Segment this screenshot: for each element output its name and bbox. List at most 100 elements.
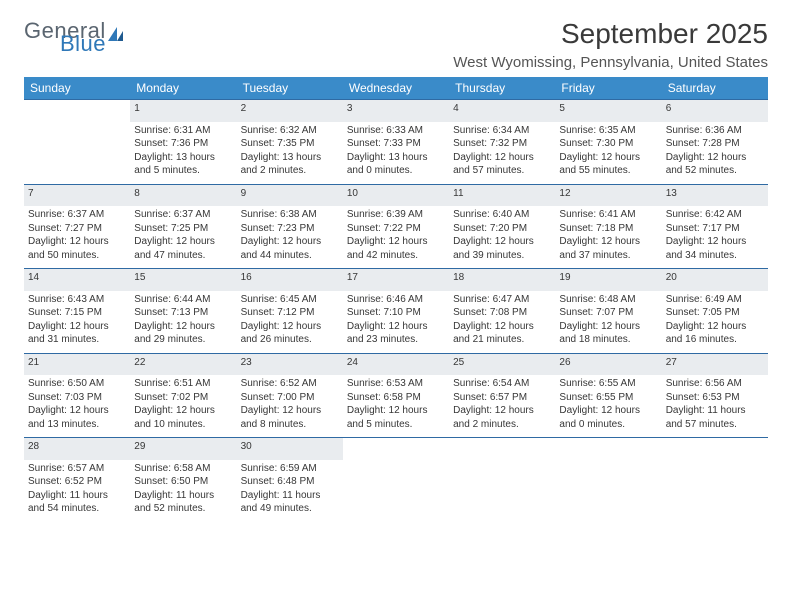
- day-detail-cell: Sunrise: 6:31 AMSunset: 7:36 PMDaylight:…: [130, 122, 236, 185]
- daylight-text: Daylight: 12 hours and 2 minutes.: [453, 404, 551, 431]
- title-block: September 2025 West Wyomissing, Pennsylv…: [453, 18, 768, 71]
- day-number-cell: 22: [130, 353, 236, 375]
- daylight-text: Daylight: 11 hours and 57 minutes.: [666, 404, 764, 431]
- day-number-cell: 16: [237, 269, 343, 291]
- sunrise-text: Sunrise: 6:43 AM: [28, 293, 126, 307]
- day-detail-cell: Sunrise: 6:51 AMSunset: 7:02 PMDaylight:…: [130, 375, 236, 438]
- sunrise-text: Sunrise: 6:37 AM: [134, 208, 232, 222]
- logo-triangle-icon: [117, 31, 123, 41]
- day-detail-cell: Sunrise: 6:35 AMSunset: 7:30 PMDaylight:…: [555, 122, 661, 185]
- daylight-text: Daylight: 12 hours and 16 minutes.: [666, 320, 764, 347]
- sunrise-text: Sunrise: 6:59 AM: [241, 462, 339, 476]
- day-detail-cell: Sunrise: 6:45 AMSunset: 7:12 PMDaylight:…: [237, 291, 343, 354]
- logo-triangle-icon: [108, 27, 117, 41]
- day-detail-cell: Sunrise: 6:49 AMSunset: 7:05 PMDaylight:…: [662, 291, 768, 354]
- day-number-cell: 18: [449, 269, 555, 291]
- day-detail-cell: Sunrise: 6:59 AMSunset: 6:48 PMDaylight:…: [237, 460, 343, 522]
- daylight-text: Daylight: 12 hours and 42 minutes.: [347, 235, 445, 262]
- sunset-text: Sunset: 7:12 PM: [241, 306, 339, 320]
- sunrise-text: Sunrise: 6:57 AM: [28, 462, 126, 476]
- day-detail-row: Sunrise: 6:37 AMSunset: 7:27 PMDaylight:…: [24, 206, 768, 269]
- day-detail-cell: Sunrise: 6:37 AMSunset: 7:25 PMDaylight:…: [130, 206, 236, 269]
- day-detail-cell: Sunrise: 6:56 AMSunset: 6:53 PMDaylight:…: [662, 375, 768, 438]
- sunset-text: Sunset: 6:50 PM: [134, 475, 232, 489]
- daylight-text: Daylight: 12 hours and 31 minutes.: [28, 320, 126, 347]
- weekday-header: Tuesday: [237, 77, 343, 100]
- daylight-text: Daylight: 12 hours and 13 minutes.: [28, 404, 126, 431]
- daylight-text: Daylight: 12 hours and 34 minutes.: [666, 235, 764, 262]
- sunrise-text: Sunrise: 6:47 AM: [453, 293, 551, 307]
- day-number-cell: [343, 438, 449, 460]
- day-number-cell: 5: [555, 100, 661, 122]
- sunset-text: Sunset: 7:05 PM: [666, 306, 764, 320]
- day-detail-row: Sunrise: 6:50 AMSunset: 7:03 PMDaylight:…: [24, 375, 768, 438]
- sunset-text: Sunset: 7:13 PM: [134, 306, 232, 320]
- sunset-text: Sunset: 6:55 PM: [559, 391, 657, 405]
- day-detail-cell: Sunrise: 6:44 AMSunset: 7:13 PMDaylight:…: [130, 291, 236, 354]
- day-number-row: 78910111213: [24, 184, 768, 206]
- sunset-text: Sunset: 7:08 PM: [453, 306, 551, 320]
- sunset-text: Sunset: 7:17 PM: [666, 222, 764, 236]
- day-number-cell: 6: [662, 100, 768, 122]
- day-detail-cell: Sunrise: 6:47 AMSunset: 7:08 PMDaylight:…: [449, 291, 555, 354]
- daylight-text: Daylight: 11 hours and 49 minutes.: [241, 489, 339, 516]
- daylight-text: Daylight: 13 hours and 0 minutes.: [347, 151, 445, 178]
- sunrise-text: Sunrise: 6:36 AM: [666, 124, 764, 138]
- day-number-row: 21222324252627: [24, 353, 768, 375]
- day-number-cell: 29: [130, 438, 236, 460]
- day-number-cell: 7: [24, 184, 130, 206]
- day-number-cell: 9: [237, 184, 343, 206]
- day-detail-cell: Sunrise: 6:48 AMSunset: 7:07 PMDaylight:…: [555, 291, 661, 354]
- sunrise-text: Sunrise: 6:46 AM: [347, 293, 445, 307]
- daylight-text: Daylight: 12 hours and 39 minutes.: [453, 235, 551, 262]
- daylight-text: Daylight: 12 hours and 18 minutes.: [559, 320, 657, 347]
- day-number-cell: 8: [130, 184, 236, 206]
- daylight-text: Daylight: 12 hours and 23 minutes.: [347, 320, 445, 347]
- weekday-header: Friday: [555, 77, 661, 100]
- sunrise-text: Sunrise: 6:52 AM: [241, 377, 339, 391]
- sunrise-text: Sunrise: 6:39 AM: [347, 208, 445, 222]
- daylight-text: Daylight: 12 hours and 47 minutes.: [134, 235, 232, 262]
- sunrise-text: Sunrise: 6:32 AM: [241, 124, 339, 138]
- location-subtitle: West Wyomissing, Pennsylvania, United St…: [453, 54, 768, 71]
- sunset-text: Sunset: 7:18 PM: [559, 222, 657, 236]
- daylight-text: Daylight: 13 hours and 2 minutes.: [241, 151, 339, 178]
- weekday-header: Wednesday: [343, 77, 449, 100]
- daylight-text: Daylight: 12 hours and 50 minutes.: [28, 235, 126, 262]
- day-detail-cell: Sunrise: 6:53 AMSunset: 6:58 PMDaylight:…: [343, 375, 449, 438]
- daylight-text: Daylight: 12 hours and 55 minutes.: [559, 151, 657, 178]
- daylight-text: Daylight: 12 hours and 44 minutes.: [241, 235, 339, 262]
- sunset-text: Sunset: 7:15 PM: [28, 306, 126, 320]
- day-number-cell: 20: [662, 269, 768, 291]
- sunrise-text: Sunrise: 6:55 AM: [559, 377, 657, 391]
- day-detail-cell: Sunrise: 6:32 AMSunset: 7:35 PMDaylight:…: [237, 122, 343, 185]
- day-number-row: 123456: [24, 100, 768, 122]
- sunset-text: Sunset: 7:22 PM: [347, 222, 445, 236]
- sunrise-text: Sunrise: 6:56 AM: [666, 377, 764, 391]
- sunset-text: Sunset: 7:23 PM: [241, 222, 339, 236]
- sunrise-text: Sunrise: 6:31 AM: [134, 124, 232, 138]
- sunset-text: Sunset: 6:53 PM: [666, 391, 764, 405]
- sunrise-text: Sunrise: 6:58 AM: [134, 462, 232, 476]
- sunset-text: Sunset: 6:48 PM: [241, 475, 339, 489]
- day-detail-cell: Sunrise: 6:50 AMSunset: 7:03 PMDaylight:…: [24, 375, 130, 438]
- sunset-text: Sunset: 7:36 PM: [134, 137, 232, 151]
- day-number-cell: 14: [24, 269, 130, 291]
- daylight-text: Daylight: 12 hours and 5 minutes.: [347, 404, 445, 431]
- day-detail-cell: Sunrise: 6:52 AMSunset: 7:00 PMDaylight:…: [237, 375, 343, 438]
- day-detail-row: Sunrise: 6:31 AMSunset: 7:36 PM Daylight:…: [24, 122, 768, 185]
- sunset-text: Sunset: 7:35 PM: [241, 137, 339, 151]
- day-detail-cell: Sunrise: 6:54 AMSunset: 6:57 PMDaylight:…: [449, 375, 555, 438]
- weekday-header-row: Sunday Monday Tuesday Wednesday Thursday…: [24, 77, 768, 100]
- day-number-cell: [555, 438, 661, 460]
- sunrise-text: Sunrise: 6:37 AM: [28, 208, 126, 222]
- day-detail-cell: [555, 460, 661, 522]
- sunrise-text: Sunrise: 6:50 AM: [28, 377, 126, 391]
- sunrise-text: Sunrise: 6:38 AM: [241, 208, 339, 222]
- weekday-header: Saturday: [662, 77, 768, 100]
- day-number-cell: 25: [449, 353, 555, 375]
- day-number-cell: 10: [343, 184, 449, 206]
- daylight-text: Daylight: 12 hours and 21 minutes.: [453, 320, 551, 347]
- sunset-text: Sunset: 7:07 PM: [559, 306, 657, 320]
- sunset-text: Sunset: 6:52 PM: [28, 475, 126, 489]
